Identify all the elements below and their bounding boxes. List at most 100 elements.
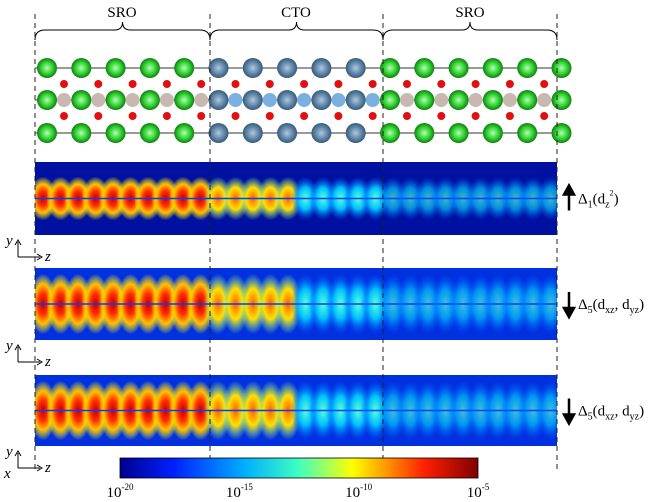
atom: [242, 90, 263, 110]
atom: [94, 112, 103, 120]
label-part: Δ: [578, 404, 588, 420]
atom: [345, 90, 366, 110]
label-part: Δ: [578, 192, 588, 208]
label-part: 2: [610, 189, 614, 198]
label-part: , d: [615, 404, 631, 420]
region-label: SRO: [107, 5, 136, 21]
label-part: ): [639, 404, 644, 420]
atom: [434, 93, 449, 107]
atom: [37, 123, 57, 143]
spin-arrow: [561, 398, 577, 427]
atom: [139, 90, 160, 110]
label-part: z: [605, 200, 610, 211]
colorbar-tick-label: 10-15: [226, 482, 253, 501]
axis-arrow: [14, 450, 43, 472]
atom: [334, 80, 343, 88]
atom: [311, 123, 332, 143]
atom: [468, 93, 483, 107]
atom: [471, 80, 480, 88]
heatmap-content: [35, 162, 557, 235]
label-part: 5: [588, 412, 593, 423]
panel-label: Δ5(dxz, dyz): [578, 404, 644, 423]
atom: [365, 93, 380, 107]
label-part: (d: [593, 404, 606, 420]
label-part: ): [614, 192, 619, 208]
atom: [345, 123, 366, 143]
atom: [414, 58, 435, 78]
atom: [208, 90, 229, 110]
atom: [174, 123, 195, 143]
atom: [162, 112, 171, 120]
axis-arrow: [17, 453, 40, 469]
heatmap-content: [35, 268, 557, 340]
atom: [57, 93, 71, 107]
label-part: yz: [630, 412, 640, 423]
heatmap: [35, 268, 557, 340]
atom: [37, 90, 57, 110]
atom: [162, 80, 171, 88]
axis-label: x: [3, 466, 11, 482]
tick-base: 10: [226, 485, 241, 501]
heatmap: [35, 162, 557, 235]
brace: [34, 21, 211, 41]
axis-label: y: [4, 338, 13, 354]
axis-label: z: [44, 460, 51, 476]
atom: [277, 58, 298, 78]
atom: [368, 112, 377, 120]
atom: [540, 112, 549, 120]
atom: [231, 112, 240, 120]
atom: [174, 90, 195, 110]
atom: [448, 58, 469, 78]
spin-arrow: [561, 292, 577, 320]
atom: [60, 112, 68, 120]
atom: [380, 90, 400, 110]
atom: [551, 123, 572, 143]
atom: [448, 90, 469, 110]
label-part: xz: [605, 412, 615, 423]
atom: [208, 123, 229, 143]
axis-arrow: [17, 347, 40, 363]
tick-exponent: -15: [241, 482, 253, 492]
atom: [37, 58, 57, 78]
atom: [517, 123, 538, 143]
atom: [139, 58, 160, 78]
tick-base: 10: [467, 485, 482, 501]
atom: [265, 112, 274, 120]
heatmap: [35, 375, 557, 446]
axis-label: y: [4, 444, 13, 460]
label-part: 1: [588, 200, 593, 211]
atom: [368, 80, 377, 88]
atom: [128, 80, 137, 88]
atom: [194, 93, 209, 107]
label-part: (d: [593, 297, 606, 313]
atom: [437, 80, 446, 88]
atom: [517, 90, 538, 110]
atom: [208, 58, 229, 78]
atom: [414, 123, 435, 143]
atom: [502, 93, 517, 107]
atom: [159, 93, 174, 107]
panel-label: Δ5(dxz, dyz): [578, 297, 644, 316]
brace: [382, 21, 558, 41]
tick-exponent: -5: [482, 482, 490, 492]
atom: [300, 80, 309, 88]
atom: [505, 80, 514, 88]
atom: [277, 90, 298, 110]
atom: [331, 93, 346, 107]
colorbar-tick-label: 10-5: [467, 482, 490, 501]
label-part: Δ: [578, 297, 588, 313]
atom: [105, 58, 126, 78]
atom: [300, 112, 309, 120]
label-part: yz: [630, 305, 640, 316]
atom: [517, 58, 538, 78]
atom: [197, 112, 206, 120]
atom: [380, 58, 400, 78]
panel-label: Δ1(dz2): [578, 189, 619, 211]
atom: [71, 123, 92, 143]
atom: [71, 58, 92, 78]
atom: [228, 93, 243, 107]
axis-label: z: [44, 249, 51, 265]
brace: [209, 21, 384, 41]
